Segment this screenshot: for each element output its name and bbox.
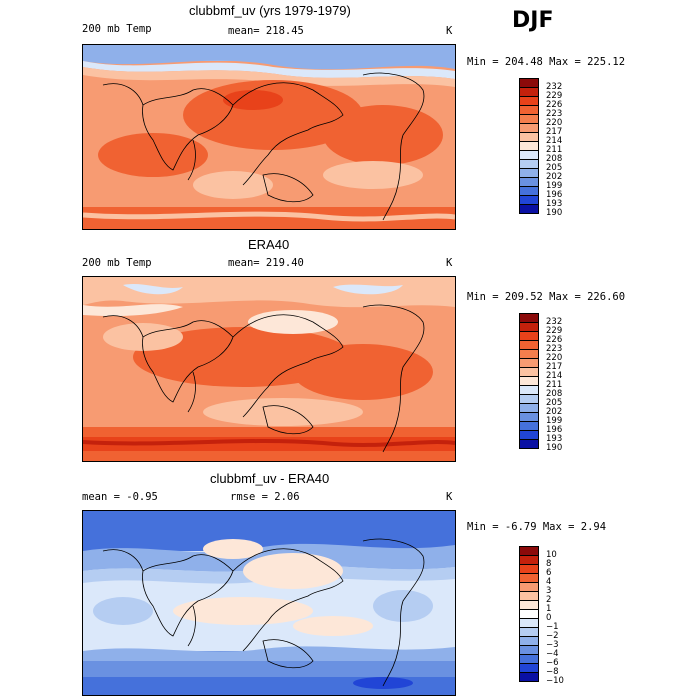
colorbar-label: 211 bbox=[546, 380, 563, 390]
colorbar-label: 220 bbox=[546, 353, 563, 363]
colorbar-label: 202 bbox=[546, 407, 563, 417]
colorbar-label: 211 bbox=[546, 145, 563, 155]
colorbar-label: 190 bbox=[546, 443, 563, 453]
colorbar-label: 199 bbox=[546, 416, 563, 426]
panel3-colorbar: 10 8 6 4 3 2 1 0 −1 −2 −3 −4 −6 −8 −10 bbox=[519, 546, 579, 696]
colorbar-label: 196 bbox=[546, 190, 563, 200]
colorbar-label: 205 bbox=[546, 398, 563, 408]
panel2-minmax: Min = 209.52 Max = 226.60 bbox=[467, 291, 626, 303]
colorbar-label: 208 bbox=[546, 389, 563, 399]
colorbar-label: 223 bbox=[546, 109, 563, 119]
panel2-units: K bbox=[446, 257, 453, 269]
panel2-map bbox=[82, 276, 456, 462]
colorbar-label: 199 bbox=[546, 181, 563, 191]
season-label: DJF bbox=[512, 8, 554, 33]
colorbar-label: 217 bbox=[546, 127, 563, 137]
panel1-map bbox=[82, 44, 456, 230]
colorbar-swatch bbox=[519, 439, 539, 449]
colorbar-label: 4 bbox=[546, 577, 552, 587]
panel1-mean: mean= 218.45 bbox=[228, 25, 304, 37]
colorbar-label: 217 bbox=[546, 362, 563, 372]
colorbar-label: 223 bbox=[546, 344, 563, 354]
panel3-title: clubbmf_uv - ERA40 bbox=[210, 471, 330, 486]
panel1-minmax: Min = 204.48 Max = 225.12 bbox=[467, 56, 626, 68]
colorbar-label: 193 bbox=[546, 199, 563, 209]
colorbar-label: 205 bbox=[546, 163, 563, 173]
colorbar-label: 1 bbox=[546, 604, 552, 614]
colorbar-label: 202 bbox=[546, 172, 563, 182]
panel2-variable: 200 mb Temp bbox=[82, 257, 152, 269]
colorbar-label: 214 bbox=[546, 371, 563, 381]
colorbar-swatch bbox=[519, 672, 539, 682]
panel1-title: clubbmf_uv (yrs 1979-1979) bbox=[189, 3, 351, 18]
panel2-mean: mean= 219.40 bbox=[228, 257, 304, 269]
panel2-colorbar: 232 229 226 223 220 217 214 211 208 205 … bbox=[519, 313, 579, 463]
colorbar-swatch bbox=[519, 204, 539, 214]
panel1-colorbar: 232 229 226 223 220 217 214 211 208 205 … bbox=[519, 78, 579, 228]
panel3-mean: mean = -0.95 bbox=[82, 491, 158, 503]
panel3-map bbox=[82, 510, 456, 696]
colorbar-label: 2 bbox=[546, 595, 552, 605]
colorbar-label: 220 bbox=[546, 118, 563, 128]
colorbar-label: 10 bbox=[546, 550, 557, 560]
colorbar-label: 226 bbox=[546, 100, 563, 110]
colorbar-label: −8 bbox=[546, 667, 559, 677]
colorbar-label: −2 bbox=[546, 631, 559, 641]
colorbar-label: −10 bbox=[546, 676, 564, 686]
panel2-title: ERA40 bbox=[248, 237, 290, 252]
colorbar-label: 229 bbox=[546, 326, 563, 336]
colorbar-label: 226 bbox=[546, 335, 563, 345]
colorbar-label: 190 bbox=[546, 208, 563, 218]
panel1-units: K bbox=[446, 25, 453, 37]
colorbar-label: −4 bbox=[546, 649, 559, 659]
colorbar-label: 0 bbox=[546, 613, 552, 623]
panel1-variable: 200 mb Temp bbox=[82, 23, 152, 35]
colorbar-label: 208 bbox=[546, 154, 563, 164]
colorbar-label: 214 bbox=[546, 136, 563, 146]
panel3-rmse: rmse = 2.06 bbox=[230, 491, 300, 503]
panel3-minmax: Min = -6.79 Max = 2.94 bbox=[467, 521, 607, 533]
colorbar-label: 232 bbox=[546, 317, 563, 327]
colorbar-label: 3 bbox=[546, 586, 552, 596]
colorbar-label: 6 bbox=[546, 568, 552, 578]
colorbar-label: 232 bbox=[546, 82, 563, 92]
panel3-units: K bbox=[446, 491, 453, 503]
colorbar-label: 8 bbox=[546, 559, 552, 569]
colorbar-label: −3 bbox=[546, 640, 559, 650]
colorbar-label: 196 bbox=[546, 425, 563, 435]
colorbar-label: 229 bbox=[546, 91, 563, 101]
colorbar-label: −6 bbox=[546, 658, 559, 668]
colorbar-label: 193 bbox=[546, 434, 563, 444]
colorbar-label: −1 bbox=[546, 622, 559, 632]
